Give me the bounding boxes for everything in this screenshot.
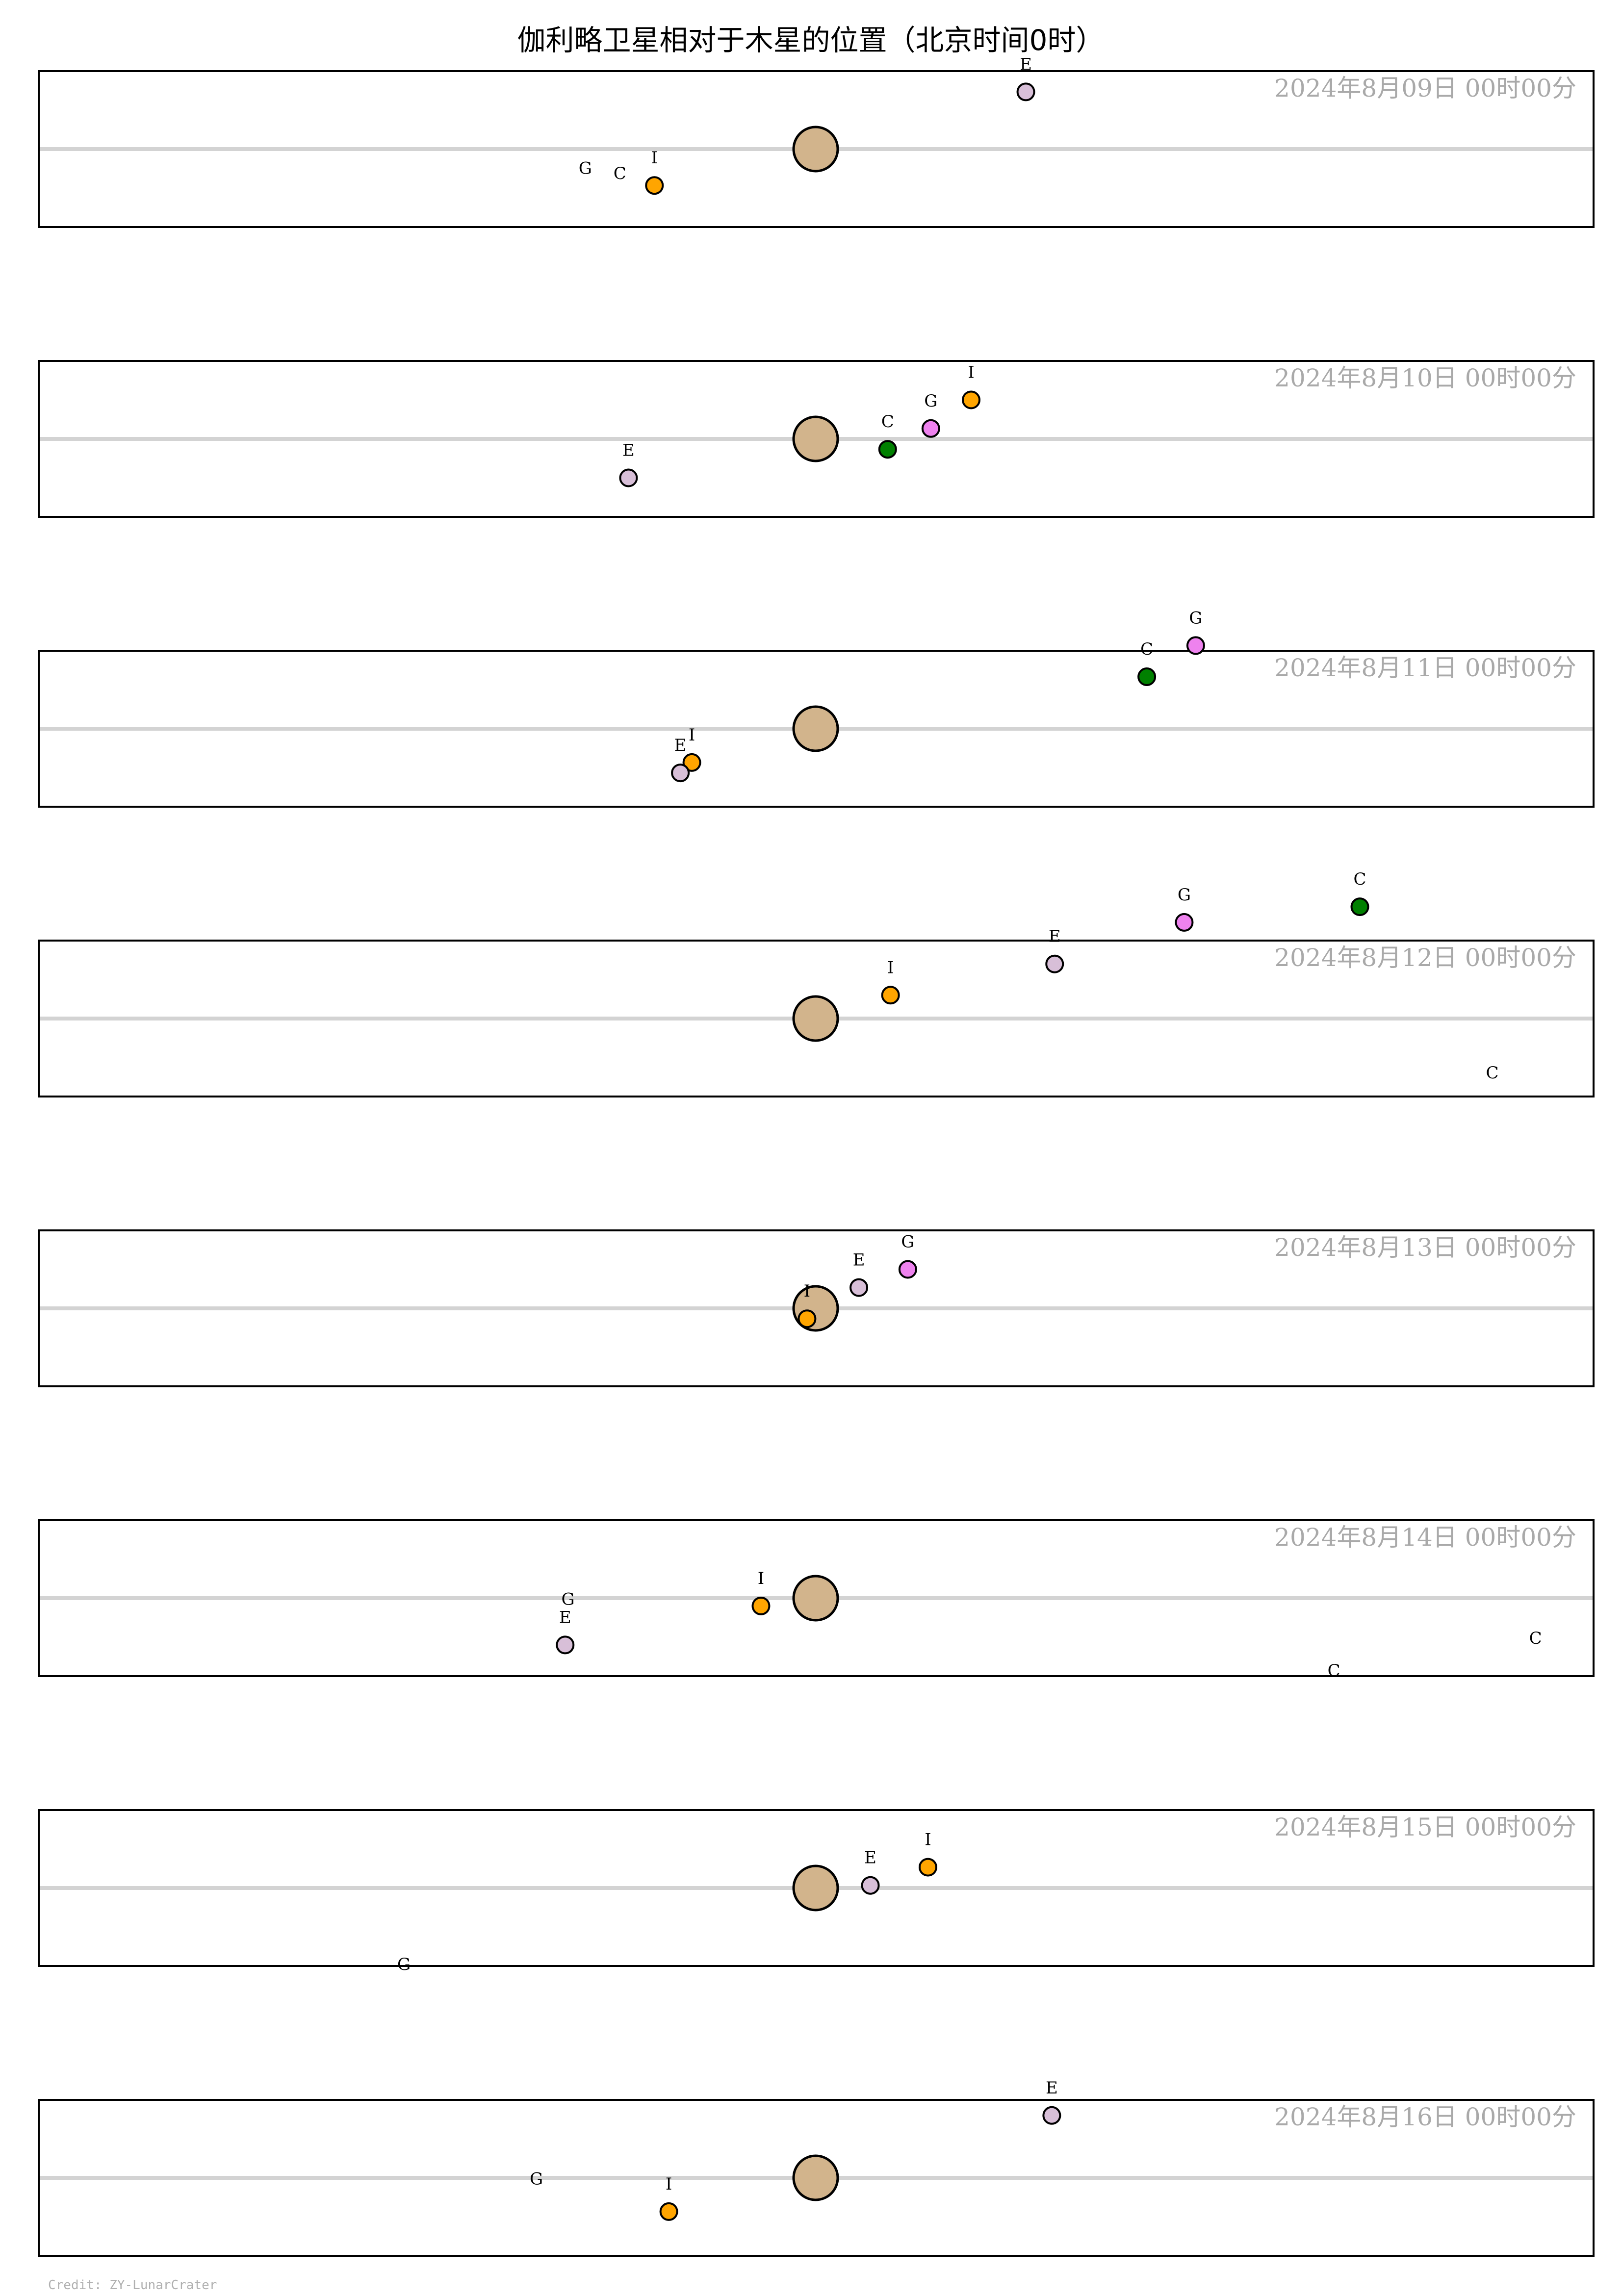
moon-marker-I [881, 986, 900, 1005]
panel-frame [38, 1519, 1595, 1677]
moon-label-C: C [614, 164, 626, 183]
panel-frame [38, 360, 1595, 518]
panel-date-label: 2024年8月14日 00时00分 [1274, 1523, 1576, 1552]
moon-label-G: G [397, 1955, 411, 1974]
moon-label-I: I [666, 2174, 672, 2194]
moon-label-E: E [1020, 54, 1032, 74]
moon-label-G: G [562, 1589, 575, 1609]
panel-8: 2024年8月16日 00时00分 I E G [38, 2078, 1595, 2257]
moon-label-C: C [1486, 1063, 1499, 1083]
panel-date-label: 2024年8月16日 00时00分 [1274, 2103, 1576, 2131]
moon-marker-E [671, 764, 690, 783]
moon-marker-E [1016, 82, 1035, 102]
panel-4: 2024年8月12日 00时00分 I E G C [38, 869, 1595, 1097]
panel-frame [38, 650, 1595, 808]
panel-frame [38, 1229, 1595, 1387]
moon-marker-E [619, 468, 638, 487]
moon-marker-I [798, 1309, 817, 1328]
moon-marker-I [645, 176, 664, 195]
moon-label-G: G [1189, 608, 1202, 628]
moon-marker-E [556, 1635, 575, 1655]
credit-text: Credit: ZY-LunarCrater [48, 2278, 217, 2293]
jupiter-marker [792, 2154, 839, 2201]
moon-label-I: I [758, 1569, 764, 1588]
moon-label-E: E [559, 1607, 571, 1627]
panel-date-label: 2024年8月15日 00时00分 [1274, 1813, 1576, 1841]
moon-label-G: G [1178, 885, 1191, 905]
panel-date-label: 2024年8月13日 00时00分 [1274, 1233, 1576, 1262]
moon-label-C: C [1353, 869, 1366, 889]
jupiter-marker [792, 1575, 839, 1622]
moon-marker-I [659, 2202, 678, 2221]
moon-marker-E [1042, 2106, 1061, 2125]
panel-date-label: 2024年8月09日 00时00分 [1274, 74, 1576, 102]
panel-1: 2024年8月09日 00时00分 I E G C [38, 54, 1595, 228]
panel-date-label: 2024年8月12日 00时00分 [1274, 944, 1576, 972]
moon-label-E: E [1046, 2078, 1058, 2098]
moon-marker-I [682, 753, 701, 772]
moon-label-C: C [1328, 1661, 1340, 1681]
panel-frame [38, 1809, 1595, 1967]
moon-marker-E [1045, 954, 1064, 973]
moon-marker-I [918, 1858, 937, 1877]
moon-marker-G [921, 419, 940, 438]
moon-marker-E [850, 1278, 869, 1297]
moon-marker-I [751, 1596, 771, 1615]
panel-frame [38, 70, 1595, 228]
panel-date-label: 2024年8月11日 00时00分 [1274, 654, 1576, 682]
moon-label-G: G [579, 158, 592, 178]
moon-label-I: I [651, 148, 658, 168]
chart-title: 伽利略卫星相对于木星的位置（北京时间0时） [517, 24, 1105, 57]
panel-6: 2024年8月14日 00时00分 I EG C [38, 1519, 1595, 1677]
panel-7: 2024年8月15日 00时00分 I E G C [38, 1661, 1595, 1974]
moon-label-C: C [1140, 639, 1153, 659]
jupiter-marker [792, 705, 839, 752]
moon-label-I: I [968, 363, 974, 383]
moon-label-I: I [925, 1830, 931, 1850]
moon-marker-C [1350, 897, 1369, 917]
moon-marker-I [962, 390, 980, 409]
moon-marker-G [1186, 636, 1205, 655]
jupiter-marker [792, 1864, 839, 1912]
moon-label-I: I [887, 958, 894, 977]
moon-label-C: C [1529, 1629, 1542, 1648]
moon-marker-E [861, 1876, 880, 1895]
panel-frame [38, 2099, 1595, 2257]
moon-label-E: E [864, 1848, 876, 1868]
moon-marker-G [1175, 913, 1194, 932]
panel-date-label: 2024年8月10日 00时00分 [1274, 364, 1576, 392]
jupiter-marker [792, 995, 839, 1042]
moon-label-I: I [689, 725, 695, 745]
jupiter-marker [792, 126, 839, 173]
panel-frame [38, 940, 1595, 1097]
panel-2: 2024年8月10日 00时00分 I E G C [38, 360, 1595, 518]
moon-label-G: G [901, 1232, 914, 1252]
moon-label-G: G [530, 2169, 543, 2189]
jupiter-marker [792, 415, 839, 462]
moon-marker-C [878, 440, 897, 459]
moon-label-E: E [1049, 927, 1061, 946]
panel-5: 2024年8月13日 00时00分 I E G C [38, 1063, 1595, 1387]
moon-label-E: E [853, 1250, 865, 1270]
moon-label-E: E [674, 736, 687, 755]
moon-marker-G [898, 1260, 917, 1279]
moon-label-G: G [924, 391, 937, 411]
moon-label-E: E [622, 441, 635, 460]
moon-label-I: I [804, 1281, 810, 1301]
moon-label-C: C [881, 412, 894, 432]
panel-3: 2024年8月11日 00时00分 IE G C [38, 608, 1595, 808]
moon-marker-C [1137, 667, 1157, 686]
